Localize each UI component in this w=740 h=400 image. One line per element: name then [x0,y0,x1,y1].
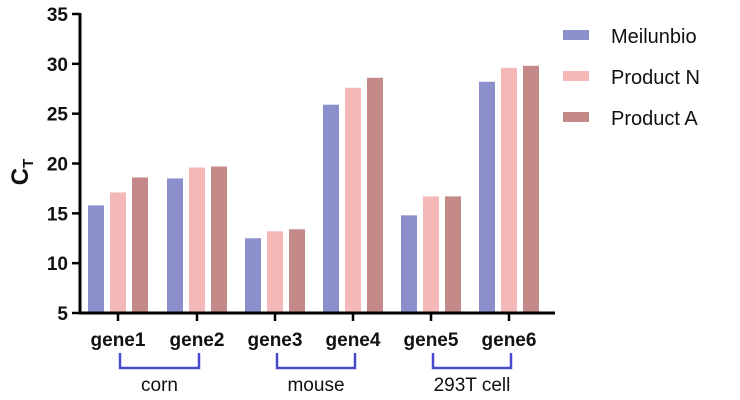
group-bracket [431,353,513,370]
y-tick-label: 35 [47,5,69,26]
y-axis-label-subscript: T [20,159,37,168]
bar-gene1-product-n [110,192,126,313]
group-label: mouse [287,375,344,396]
x-tick-label: gene5 [404,330,459,351]
group-brackets-layer: corn mouse 293T cell [118,353,513,396]
x-tick-label: gene6 [482,330,537,351]
legend-label: Product A [611,108,698,130]
bar-gene3-product-n [267,231,283,313]
bar-gene4-product-a [367,77,383,313]
x-labels-layer: gene1 gene2 gene3 gene4 gene5 gene6 [91,313,537,351]
bar-gene6-meilunbio [479,81,495,313]
bar-gene1-meilunbio [88,205,104,313]
y-axis-label: CT [7,159,37,186]
legend-swatch [563,112,589,122]
bar-gene6-product-a [523,65,539,314]
bar-gene5-product-n [423,196,439,313]
x-tick-label: gene3 [248,330,303,351]
legend: Meilunbio Product N Product A [563,26,700,130]
bars-layer [88,65,539,314]
bar-gene4-product-n [345,87,361,314]
group-bracket [118,353,201,370]
legend-swatch [563,30,589,40]
x-tick-label: gene4 [326,330,381,351]
bar-gene4-meilunbio [323,104,339,314]
bar-gene5-product-a [445,196,461,313]
y-tick-label: 25 [47,105,69,126]
axes-layer: 5 10 15 20 25 30 35 [47,5,555,325]
x-tick-label: gene1 [91,330,146,351]
bar-gene3-product-a [289,229,305,313]
x-tick-label: gene2 [170,330,225,351]
legend-label: Meilunbio [611,26,697,48]
y-tick-label: 10 [47,254,68,275]
bar-gene2-product-n [189,167,205,313]
bar-gene5-meilunbio [401,215,417,313]
legend-swatch [563,71,589,81]
group-label: corn [141,375,178,396]
bar-gene2-meilunbio [167,178,183,313]
bar-gene1-product-a [132,177,148,313]
y-tick-label: 20 [47,155,68,176]
group-bracket [275,353,357,370]
group-label: 293T cell [434,375,511,396]
legend-label: Product N [611,67,700,89]
y-tick-label: 15 [47,204,69,225]
y-tick-label: 5 [57,304,68,325]
y-axis-label-main: C [7,168,34,185]
bar-gene2-product-a [211,166,227,313]
bar-gene6-product-n [501,67,517,313]
y-tick-label: 30 [47,55,68,76]
bar-gene3-meilunbio [245,238,261,313]
